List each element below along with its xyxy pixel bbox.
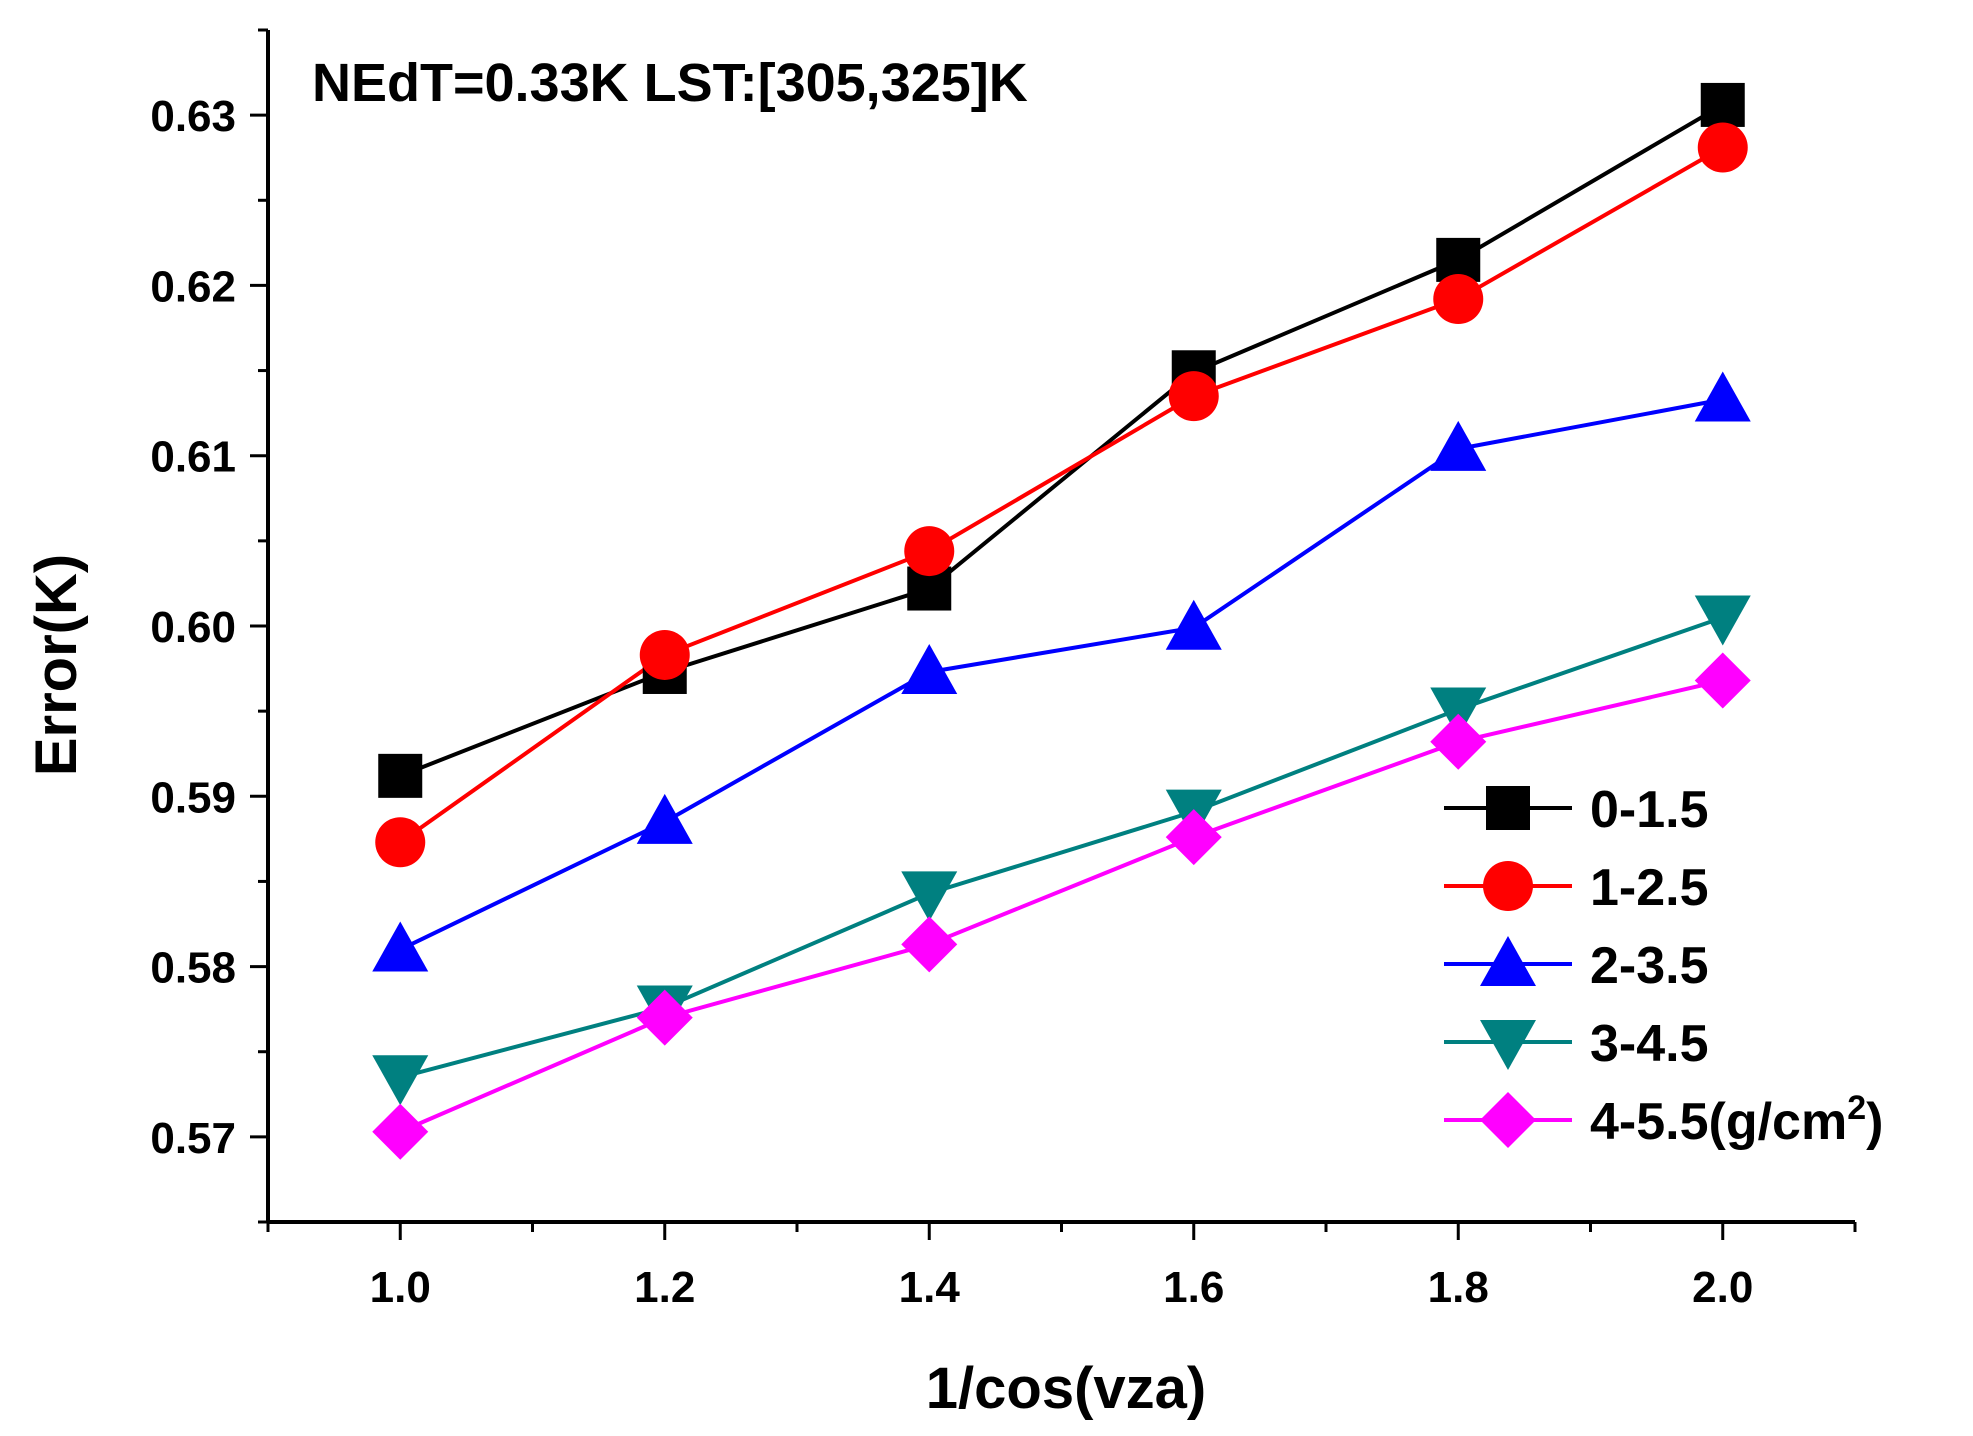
legend-label-2: 1-2.5 <box>1590 859 1709 917</box>
data-point-series-4 <box>1694 595 1751 646</box>
y-tick-label: 0.60 <box>150 603 236 652</box>
y-tick-label: 0.59 <box>150 773 236 822</box>
y-tick-label: 0.58 <box>150 944 236 993</box>
data-point-series-1 <box>1700 82 1745 127</box>
legend-marker-1 <box>1486 786 1530 830</box>
y-axis-title: Error(K) <box>24 554 89 776</box>
legend-marker-4 <box>1480 1020 1536 1070</box>
legend-marker-3 <box>1480 936 1536 986</box>
series-markers <box>372 82 1751 1160</box>
data-point-series-2 <box>1168 371 1219 422</box>
y-tick-label: 0.62 <box>150 262 236 311</box>
legend-marker-5 <box>1480 1092 1536 1148</box>
legend-marker-2 <box>1483 861 1533 911</box>
data-point-series-5 <box>1430 713 1487 770</box>
x-tick-label: 1.0 <box>370 1263 431 1312</box>
series-line-5 <box>399 678 1724 1134</box>
x-tick-label: 1.6 <box>1163 1263 1224 1312</box>
x-tick-label: 1.8 <box>1428 1263 1489 1312</box>
series-line-3 <box>399 397 1724 952</box>
data-point-series-2 <box>1697 122 1748 173</box>
series-line-2 <box>399 145 1724 844</box>
axis-ticks: 1.0 1.2 1.4 1.6 1.8 2.0 0.57 0.58 0.59 0.60 0.61 0.… <box>150 28 1857 1312</box>
data-point-series-5 <box>1694 652 1751 709</box>
data-point-series-5 <box>372 1103 429 1160</box>
x-axis-title: 1/cos(vza) <box>926 1356 1206 1421</box>
data-point-series-1 <box>378 753 423 798</box>
data-point-series-3 <box>372 921 429 972</box>
y-tick-label: 0.57 <box>150 1114 236 1163</box>
series-lines <box>399 103 1724 1134</box>
data-point-series-3 <box>636 793 693 844</box>
data-point-series-5 <box>1165 809 1222 866</box>
legend-label-4: 3-4.5 <box>1590 1015 1709 1073</box>
data-point-series-2 <box>375 817 426 868</box>
data-point-series-3 <box>1694 371 1751 422</box>
series-line-4 <box>399 615 1724 1080</box>
data-point-series-4 <box>901 871 958 922</box>
legend-superscript: 2 <box>1847 1089 1866 1127</box>
data-point-series-5 <box>636 989 693 1046</box>
legend-label-3: 2-3.5 <box>1590 937 1709 995</box>
data-point-series-5 <box>901 916 958 973</box>
legend: 0-1.5 1-2.5 2-3.5 3-4.5 4-5.5(g/cm2) <box>1444 781 1883 1151</box>
chart-title: NEdT=0.33K LST:[305,325]K <box>312 53 1028 113</box>
y-tick-label: 0.63 <box>150 92 236 141</box>
data-point-series-3 <box>1165 599 1222 650</box>
legend-label-5: 4-5.5(g/cm2) <box>1590 1089 1883 1151</box>
legend-label-1: 0-1.5 <box>1590 781 1709 839</box>
series-line-1 <box>399 103 1724 778</box>
data-point-series-4 <box>372 1055 429 1106</box>
data-point-series-3 <box>901 643 958 694</box>
data-point-series-4 <box>1430 687 1487 738</box>
data-point-series-2 <box>639 629 690 680</box>
data-point-series-2 <box>1433 274 1484 325</box>
data-point-series-3 <box>1430 420 1487 471</box>
x-tick-label: 2.0 <box>1692 1263 1753 1312</box>
x-tick-label: 1.4 <box>899 1263 961 1312</box>
legend-label-end: ) <box>1866 1093 1883 1151</box>
data-point-series-2 <box>904 526 955 577</box>
x-tick-label: 1.2 <box>634 1263 695 1312</box>
y-tick-label: 0.61 <box>150 433 236 482</box>
